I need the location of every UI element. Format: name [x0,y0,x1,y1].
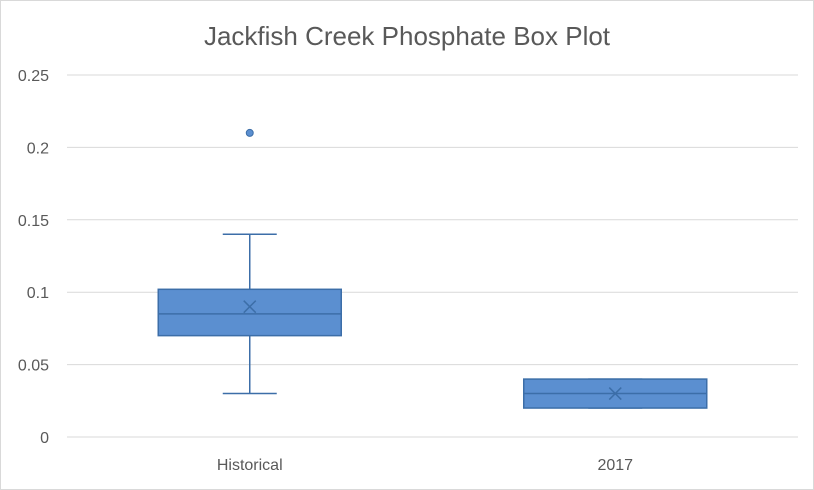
y-tick-label: 0.15 [18,213,49,230]
x-axis-categories: Historical 2017 [217,457,633,474]
mean-marker [243,300,257,314]
mean-marker [608,387,622,401]
x-category-label: Historical [217,457,283,474]
box-1 [523,378,708,409]
outlier-point [245,128,254,137]
x-category-label: 2017 [597,457,633,474]
y-tick-label: 0.25 [18,68,49,85]
y-tick-label: 0.2 [27,140,49,157]
y-tick-label: 0 [40,430,49,447]
iqr-box [157,288,342,337]
chart-title: Jackfish Creek Phosphate Box Plot [204,21,611,51]
y-axis-ticks: 0 0.05 0.1 0.15 0.2 0.25 [18,68,49,447]
y-tick-label: 0.05 [18,358,49,375]
boxes [157,128,708,409]
y-tick-label: 0.1 [27,285,49,302]
box-0 [157,128,342,395]
